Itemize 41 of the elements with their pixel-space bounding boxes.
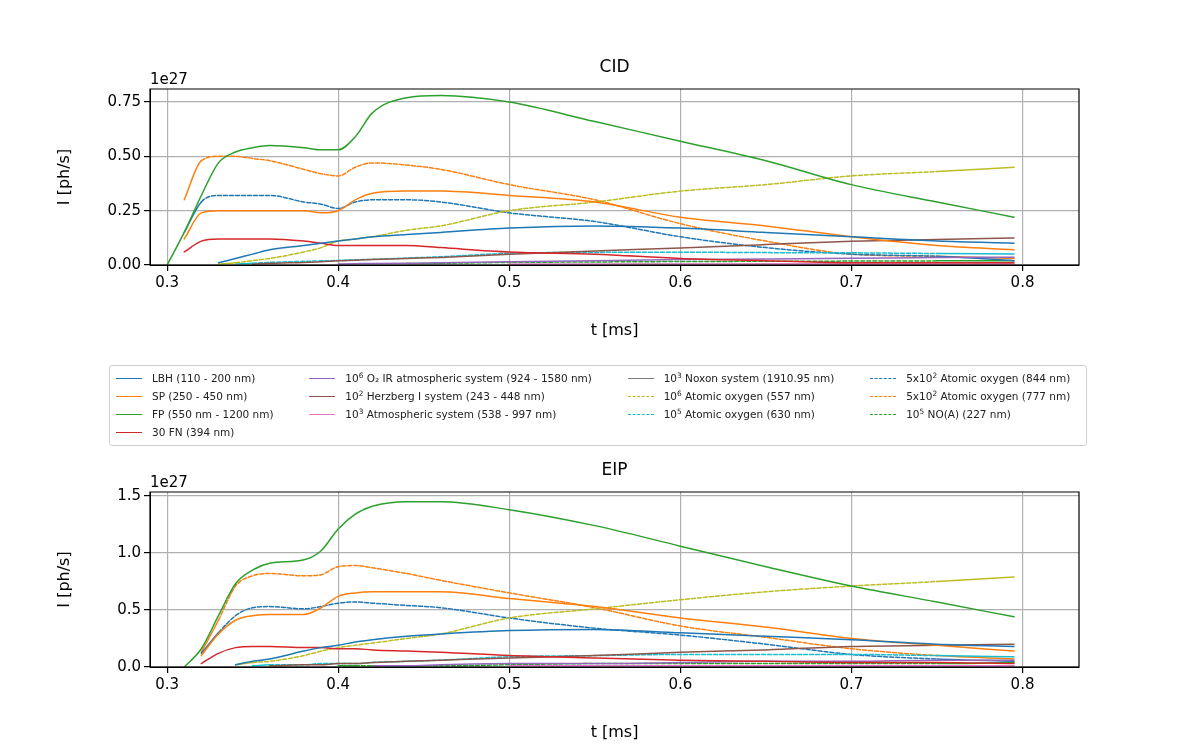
legend-label: 5x10$^{2}$ Atomic oxygen (777 nm) — [906, 388, 1071, 404]
legend-label: 10$^{2}$ Herzberg I system (243 - 448 nm) — [345, 388, 545, 404]
x-tick-label: 0.4 — [326, 272, 351, 291]
legend-label: 10$^{3}$ Noxon system (1910.95 nm) — [663, 370, 835, 386]
x-tick-label: 0.4 — [326, 674, 351, 693]
x-tick-label: 0.7 — [839, 272, 864, 291]
chart-title: CID — [599, 56, 630, 76]
legend-label: SP (250 - 450 nm) — [152, 389, 248, 404]
text: 1e27 — [150, 70, 188, 88]
x-tick-label: 0.6 — [668, 272, 693, 291]
y-tick-label: 0.75 — [107, 91, 141, 110]
legend-label: 10$^{3}$ Atmospheric system (538 - 997 nm) — [345, 406, 557, 422]
x-tick-label: 0.6 — [668, 674, 693, 693]
y-tick-label: 1.5 — [117, 485, 141, 504]
x-tick-label: 0.5 — [497, 272, 522, 291]
y-tick-label: 0.25 — [107, 200, 141, 219]
legend-label: 10$^{5}$ NO(A) (227 nm) — [906, 406, 1011, 422]
y-tick-label: 0.50 — [107, 146, 141, 165]
x-tick-label: 0.3 — [155, 674, 180, 693]
legend-label: FP (550 nm - 1200 nm) — [152, 407, 274, 422]
x-axis-title: t [ms] — [590, 721, 639, 741]
legend-label: 5x10$^{2}$ Atomic oxygen (844 nm) — [906, 370, 1071, 386]
chart-title: EIP — [601, 459, 628, 479]
y-tick-label: 0.0 — [117, 656, 141, 675]
x-tick-label: 0.3 — [155, 272, 180, 291]
y-tick-label: 0.00 — [107, 254, 141, 273]
x-tick-label: 0.7 — [839, 674, 864, 693]
x-tick-label: 0.8 — [1010, 674, 1035, 693]
legend-label: 30 FN (394 nm) — [152, 425, 235, 440]
y-axis-title: I [ph/s] — [53, 148, 73, 206]
y-tick-label: 1.0 — [117, 542, 141, 561]
legend-label: 10$^{6}$ O₂ IR atmospheric system (924 - 1580 nm) — [345, 370, 592, 386]
text: 1e27 — [150, 473, 188, 491]
legend-label: LBH (110 - 200 nm) — [152, 371, 256, 386]
y-tick-label: 0.5 — [117, 599, 141, 618]
x-axis-title: t [ms] — [590, 319, 639, 339]
x-tick-label: 0.8 — [1010, 272, 1035, 291]
legend-label: 10$^{6}$ Atomic oxygen (557 nm) — [663, 388, 815, 404]
x-tick-label: 0.5 — [497, 674, 522, 693]
y-axis-title: I [ph/s] — [53, 551, 73, 608]
legend-label: 10$^{5}$ Atomic oxygen (630 nm) — [663, 406, 815, 422]
